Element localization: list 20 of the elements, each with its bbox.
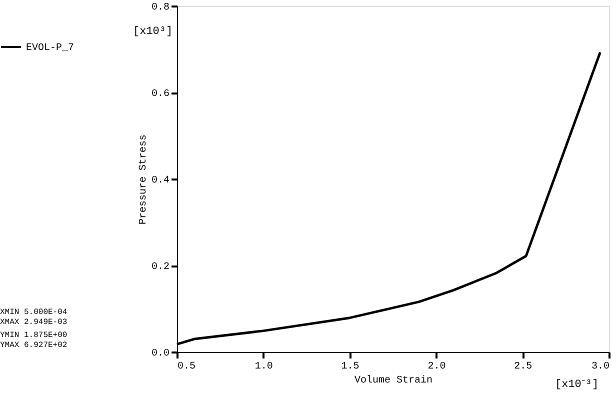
text: XMIN 5.000E-04 [0, 308, 68, 317]
x-tick-label: 2.5 [514, 362, 532, 372]
x-tick-label: 2.0 [428, 362, 446, 372]
x-tick-label: 3.0 [591, 362, 610, 372]
y-tick-label: 0.0 [151, 348, 170, 360]
text: [x10³] [133, 26, 173, 38]
y-tick-label: 0.4 [151, 176, 170, 186]
x-tick-label: 1.5 [341, 362, 360, 372]
text: [x10⁻³] [555, 379, 599, 391]
y-tick-label: 0.2 [151, 262, 170, 273]
text: YMIN 1.875E+00 [0, 331, 68, 340]
text: XMAX 2.949E-03 [0, 318, 68, 327]
y-tick-label: 0.6 [151, 89, 170, 100]
text: YMAX 6.927E+02 [0, 341, 68, 350]
legend-label: EVOL-P_7 [26, 43, 74, 54]
x-axis-title: Volume Strain [354, 374, 433, 386]
x-tick-label: 1.0 [254, 362, 273, 372]
y-axis-title: Pressure Stress [138, 134, 150, 225]
y-tick-label: 0.8 [151, 2, 170, 14]
x-tick-label: 0.5 [178, 362, 196, 372]
